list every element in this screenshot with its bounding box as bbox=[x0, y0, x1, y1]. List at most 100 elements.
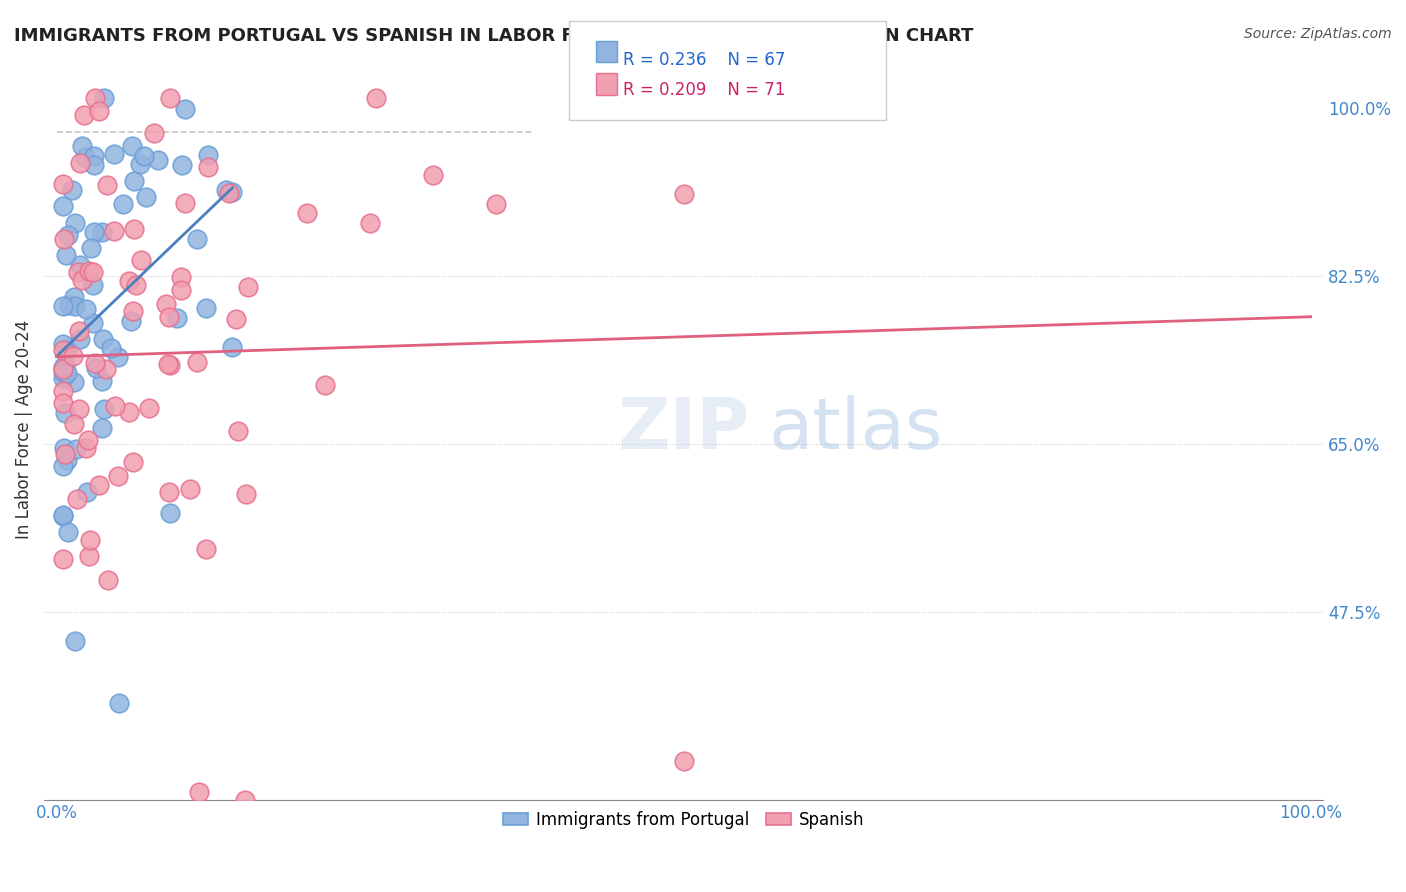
Text: R = 0.209    N = 71: R = 0.209 N = 71 bbox=[623, 81, 785, 99]
Point bbox=[87, 478, 110, 492]
Point bbox=[56, 525, 79, 540]
Point bbox=[58, 298, 80, 312]
Y-axis label: In Labor Force | Age 20-24: In Labor Force | Age 20-24 bbox=[15, 320, 32, 539]
Point bbox=[73, 108, 96, 122]
Point bbox=[238, 279, 260, 293]
Point bbox=[170, 269, 193, 284]
Point bbox=[73, 150, 96, 164]
Point bbox=[82, 277, 104, 292]
Point bbox=[53, 447, 76, 461]
Point bbox=[159, 358, 181, 372]
Point bbox=[83, 225, 105, 239]
Point bbox=[108, 697, 131, 711]
Point bbox=[314, 378, 336, 392]
Point bbox=[52, 395, 75, 409]
Point bbox=[104, 400, 127, 414]
Point bbox=[62, 417, 84, 431]
Point bbox=[52, 359, 75, 374]
Point bbox=[67, 401, 90, 416]
Point bbox=[53, 441, 76, 455]
Point bbox=[79, 549, 101, 564]
Point bbox=[225, 312, 247, 326]
Point bbox=[62, 349, 84, 363]
Point bbox=[52, 199, 75, 213]
Point bbox=[53, 358, 76, 372]
Point bbox=[121, 455, 143, 469]
Point bbox=[156, 357, 179, 371]
Point bbox=[67, 325, 90, 339]
Point bbox=[672, 754, 695, 768]
Point bbox=[91, 225, 114, 239]
Point bbox=[484, 196, 506, 211]
Point bbox=[186, 232, 208, 246]
Point bbox=[124, 221, 146, 235]
Point bbox=[65, 442, 87, 456]
Point bbox=[84, 91, 107, 105]
Point bbox=[170, 158, 193, 172]
Point bbox=[93, 91, 115, 105]
Point bbox=[77, 433, 100, 447]
Point bbox=[197, 148, 219, 162]
Point bbox=[166, 311, 188, 326]
Point bbox=[93, 402, 115, 417]
Point bbox=[55, 452, 77, 467]
Point bbox=[79, 533, 101, 548]
Point bbox=[82, 265, 104, 279]
Text: ZIP: ZIP bbox=[617, 395, 749, 464]
Point bbox=[76, 484, 98, 499]
Point bbox=[75, 441, 97, 455]
Point bbox=[422, 168, 444, 182]
Point bbox=[173, 103, 195, 117]
Point bbox=[117, 405, 139, 419]
Point bbox=[235, 487, 257, 501]
Point bbox=[233, 792, 256, 806]
Point bbox=[80, 241, 103, 255]
Point bbox=[159, 91, 181, 105]
Point bbox=[82, 316, 104, 330]
Point bbox=[297, 206, 319, 220]
Point bbox=[146, 153, 169, 168]
Point bbox=[121, 314, 143, 328]
Point bbox=[69, 258, 91, 272]
Point bbox=[60, 183, 83, 197]
Point bbox=[52, 384, 75, 399]
Point bbox=[221, 340, 243, 354]
Point bbox=[215, 182, 238, 196]
Point bbox=[52, 177, 75, 191]
Point bbox=[159, 506, 181, 520]
Point bbox=[103, 147, 125, 161]
Point bbox=[63, 290, 86, 304]
Point bbox=[107, 350, 129, 364]
Point bbox=[364, 91, 387, 105]
Point bbox=[128, 157, 150, 171]
Point bbox=[96, 178, 118, 192]
Point bbox=[69, 333, 91, 347]
Point bbox=[170, 283, 193, 297]
Point bbox=[179, 483, 201, 497]
Point bbox=[53, 406, 76, 420]
Point bbox=[157, 484, 180, 499]
Point bbox=[97, 573, 120, 587]
Point bbox=[77, 263, 100, 277]
Point bbox=[83, 355, 105, 369]
Point bbox=[66, 265, 89, 279]
Point bbox=[129, 252, 152, 267]
Point bbox=[52, 343, 75, 357]
Point bbox=[52, 361, 75, 376]
Point bbox=[155, 297, 177, 311]
Point bbox=[52, 337, 75, 351]
Point bbox=[218, 186, 240, 200]
Point bbox=[195, 541, 218, 556]
Point bbox=[197, 160, 219, 174]
Point bbox=[83, 158, 105, 172]
Point bbox=[107, 469, 129, 483]
Point bbox=[221, 185, 243, 199]
Point bbox=[75, 301, 97, 316]
Point bbox=[672, 187, 695, 202]
Point bbox=[138, 401, 160, 416]
Point bbox=[56, 342, 79, 356]
Legend: Immigrants from Portugal, Spanish: Immigrants from Portugal, Spanish bbox=[496, 805, 872, 836]
Text: IMMIGRANTS FROM PORTUGAL VS SPANISH IN LABOR FORCE | AGE 20-24 CORRELATION CHART: IMMIGRANTS FROM PORTUGAL VS SPANISH IN L… bbox=[14, 27, 973, 45]
Point bbox=[70, 139, 93, 153]
Point bbox=[186, 354, 208, 368]
